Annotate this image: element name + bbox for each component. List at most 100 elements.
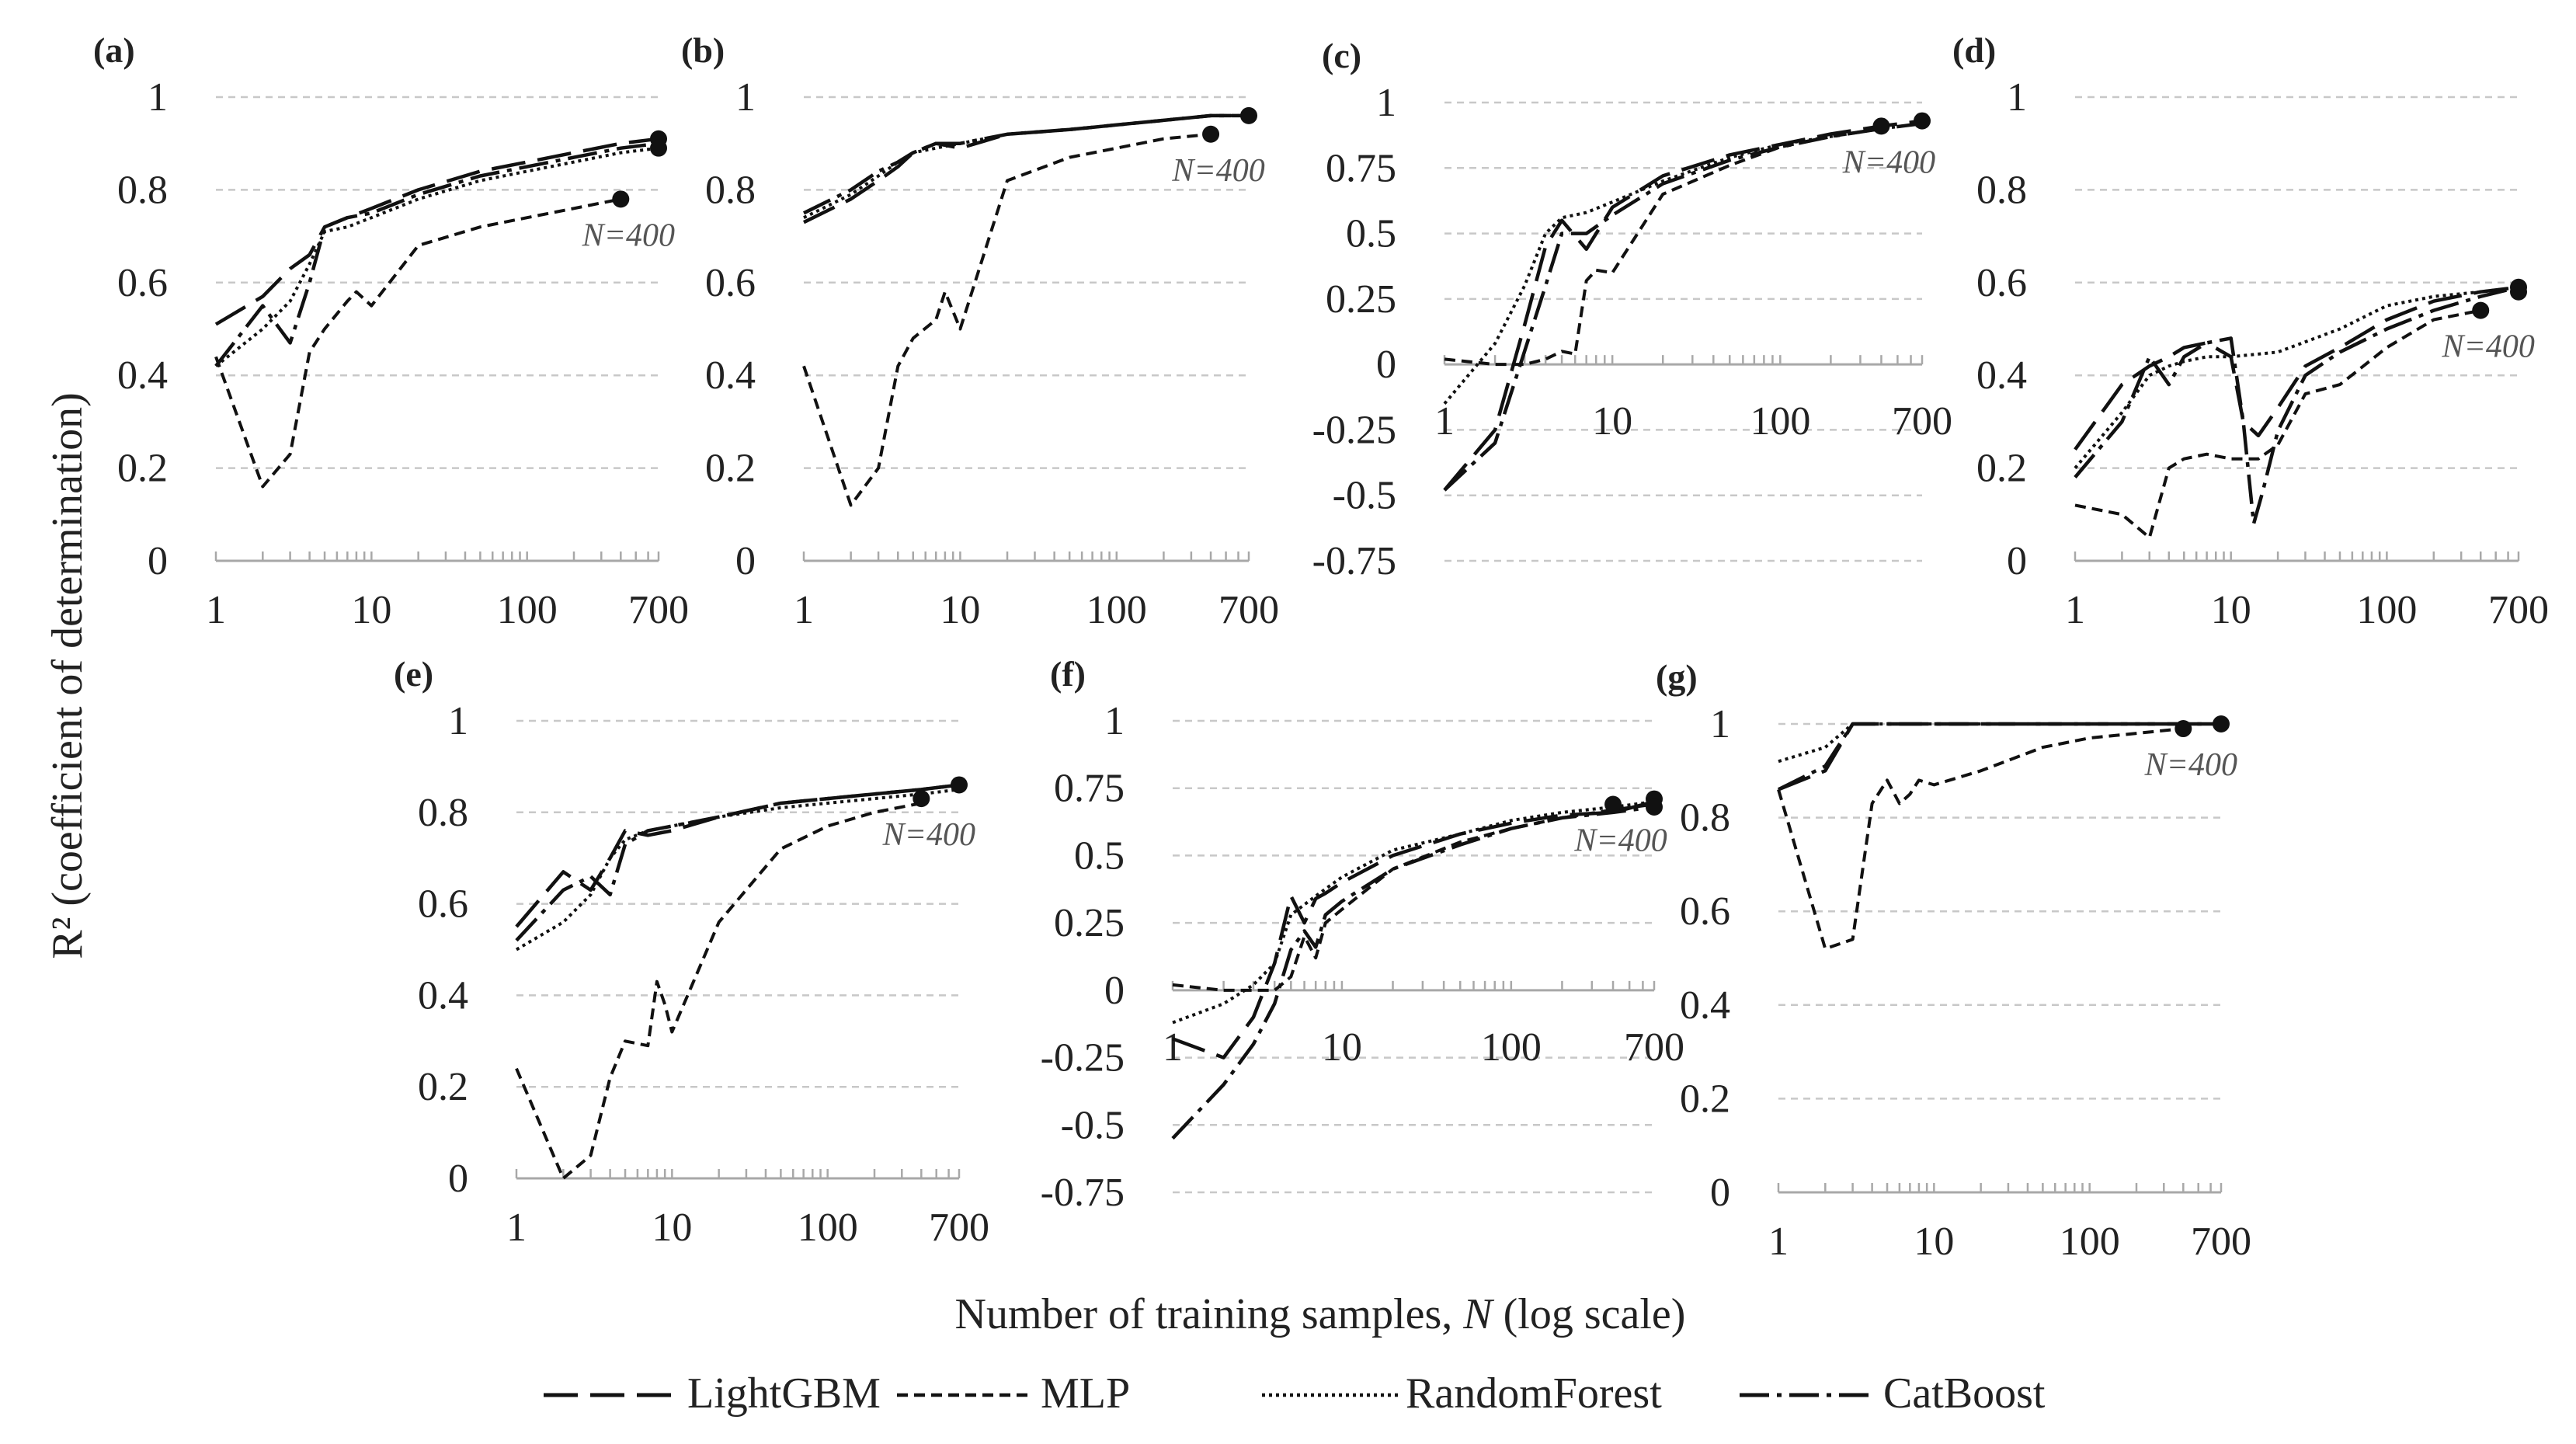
y-tick-label: 0 bbox=[2007, 539, 2027, 583]
y-tick-label: 0 bbox=[1104, 969, 1125, 1013]
y-tick-label: 0.2 bbox=[418, 1065, 468, 1109]
y-tick-label: 1 bbox=[2007, 75, 2027, 120]
x-tick-label: 100 bbox=[497, 588, 558, 632]
y-tick-label: 0.6 bbox=[418, 882, 468, 927]
y-tick-label: 0 bbox=[1376, 343, 1396, 387]
x-axis-title: Number of training samples, N (log scale… bbox=[955, 1290, 1686, 1338]
x-tick-label: 1 bbox=[2065, 588, 2085, 632]
series-line-lightgbm bbox=[515, 783, 960, 928]
series-line-mlp bbox=[1444, 127, 1882, 367]
y-tick-label: 0.75 bbox=[1054, 767, 1125, 811]
series-line-catboost bbox=[2074, 285, 2519, 526]
y-tick-label: 0 bbox=[148, 539, 168, 583]
y-tick-label: 0.2 bbox=[705, 447, 756, 491]
n400-annotation: N=400 bbox=[582, 217, 675, 253]
endpoint-marker bbox=[1872, 117, 1890, 135]
x-axis-title-prefix: Number of training samples, bbox=[955, 1290, 1464, 1338]
panel-f: -0.75 -0.5 -0.25 0 0.25 0.5 0.75 1 1 10 100 700 (f) N… bbox=[1041, 654, 1684, 1215]
endpoint-marker bbox=[951, 776, 968, 794]
y-tick-label: 0.8 bbox=[117, 168, 168, 212]
y-tick-label: 0.6 bbox=[1976, 261, 2027, 305]
y-tick-label: 1 bbox=[1104, 699, 1125, 743]
y-tick-label: 0.25 bbox=[1326, 277, 1396, 322]
n400-annotation: N=400 bbox=[2144, 747, 2237, 783]
n400-annotation: N=400 bbox=[1842, 144, 1935, 180]
panel-label: (c) bbox=[1322, 36, 1361, 75]
y-tick-label: -0.5 bbox=[1333, 474, 1396, 518]
x-tick-label: 10 bbox=[940, 588, 980, 632]
y-tick-label: 0.2 bbox=[1680, 1077, 1730, 1121]
endpoint-marker bbox=[2510, 283, 2527, 301]
series-line-mlp bbox=[515, 802, 922, 1180]
y-tick-label: 1 bbox=[1376, 81, 1396, 125]
series-line-mlp bbox=[1777, 727, 2184, 951]
x-tick-label: 10 bbox=[1322, 1025, 1362, 1070]
y-tick-label: 0.8 bbox=[1680, 796, 1730, 840]
x-tick-label: 1 bbox=[1768, 1220, 1789, 1264]
series-line-catboost bbox=[1443, 121, 1923, 492]
x-tick-label: 100 bbox=[2356, 588, 2417, 632]
y-tick-label: 0.25 bbox=[1054, 901, 1125, 945]
series-line-catboost bbox=[214, 141, 659, 367]
y-tick-label: 0.8 bbox=[418, 791, 468, 835]
y-tick-label: 1 bbox=[448, 699, 468, 743]
endpoint-marker bbox=[2472, 301, 2490, 319]
y-tick-label: -0.75 bbox=[1312, 539, 1396, 583]
y-tick-label: 0.4 bbox=[418, 973, 468, 1018]
y-tick-label: 1 bbox=[735, 75, 756, 120]
x-tick-label: 1 bbox=[1163, 1025, 1183, 1070]
n400-annotation: N=400 bbox=[1573, 823, 1667, 859]
x-axis-title-suffix: (log scale) bbox=[1493, 1290, 1686, 1338]
x-tick-label: 10 bbox=[1914, 1220, 1954, 1264]
series-line-catboost bbox=[515, 783, 960, 942]
series-line-randomforest bbox=[1443, 122, 1923, 405]
legend-label-catboost: CatBoost bbox=[1883, 1369, 2046, 1418]
panels: 00.20.40.60.811 10 100 700(a)N=40000.20.40.… bbox=[93, 30, 2549, 1264]
y-tick-label: -0.5 bbox=[1061, 1103, 1125, 1147]
y-tick-label: 0 bbox=[1710, 1171, 1730, 1215]
x-tick-label: 100 bbox=[2060, 1220, 2120, 1264]
x-tick-label: 1 bbox=[794, 588, 814, 632]
y-tick-label: 0.5 bbox=[1346, 212, 1396, 256]
legend-label-lightgbm: LightGBM bbox=[687, 1369, 881, 1418]
endpoint-marker bbox=[650, 139, 667, 157]
legend-label-randomforest: RandomForest bbox=[1406, 1369, 1662, 1418]
x-tick-label: 100 bbox=[1086, 588, 1147, 632]
endpoint-marker bbox=[612, 190, 630, 208]
endpoint-marker bbox=[913, 790, 930, 808]
y-tick-label: 0.6 bbox=[1680, 889, 1730, 934]
series-line-lightgbm bbox=[2074, 285, 2519, 451]
y-tick-label: 0.75 bbox=[1326, 146, 1396, 190]
x-tick-label: 700 bbox=[1892, 399, 1952, 444]
y-tick-label: -0.25 bbox=[1312, 408, 1396, 452]
panel-e: 0 0.2 0.4 0.6 0.8 1 1 10 100 700 (e) N=400 bbox=[394, 654, 989, 1250]
y-tick-label: 0.4 bbox=[1976, 353, 2027, 398]
x-tick-label: 700 bbox=[628, 588, 689, 632]
n400-annotation: N=400 bbox=[882, 817, 975, 853]
series-line-lightgbm bbox=[1443, 119, 1923, 492]
y-tick-label: 0.6 bbox=[117, 261, 168, 305]
n400-annotation: N=400 bbox=[2442, 329, 2535, 365]
series-line-catboost bbox=[1171, 805, 1655, 1140]
y-tick-label: 1 bbox=[1710, 702, 1730, 746]
series-line-randomforest bbox=[1778, 722, 2221, 764]
series-line-randomforest bbox=[214, 146, 659, 367]
y-tick-label: 0 bbox=[448, 1157, 468, 1201]
y-tick-label: 0.4 bbox=[1680, 983, 1730, 1028]
x-tick-label: 1 bbox=[1434, 399, 1455, 444]
x-tick-label: 1 bbox=[206, 588, 226, 632]
series-line-lightgbm bbox=[214, 137, 659, 326]
panel-label: (e) bbox=[394, 654, 433, 694]
x-tick-label: 700 bbox=[1218, 588, 1279, 632]
series-line-mlp bbox=[802, 132, 1212, 507]
legend: LightGBM MLP RandomForest CatBoost bbox=[544, 1369, 2046, 1418]
series-line-catboost bbox=[803, 113, 1249, 215]
series-line-randomforest bbox=[515, 788, 960, 952]
series-line-mlp bbox=[1172, 802, 1655, 992]
series-line-randomforest bbox=[2074, 285, 2519, 469]
x-tick-label: 10 bbox=[351, 588, 391, 632]
series-line-catboost bbox=[1777, 722, 2221, 792]
y-tick-label: 0.5 bbox=[1074, 833, 1125, 878]
endpoint-marker bbox=[1646, 798, 1663, 816]
y-tick-label: -0.25 bbox=[1041, 1036, 1125, 1080]
